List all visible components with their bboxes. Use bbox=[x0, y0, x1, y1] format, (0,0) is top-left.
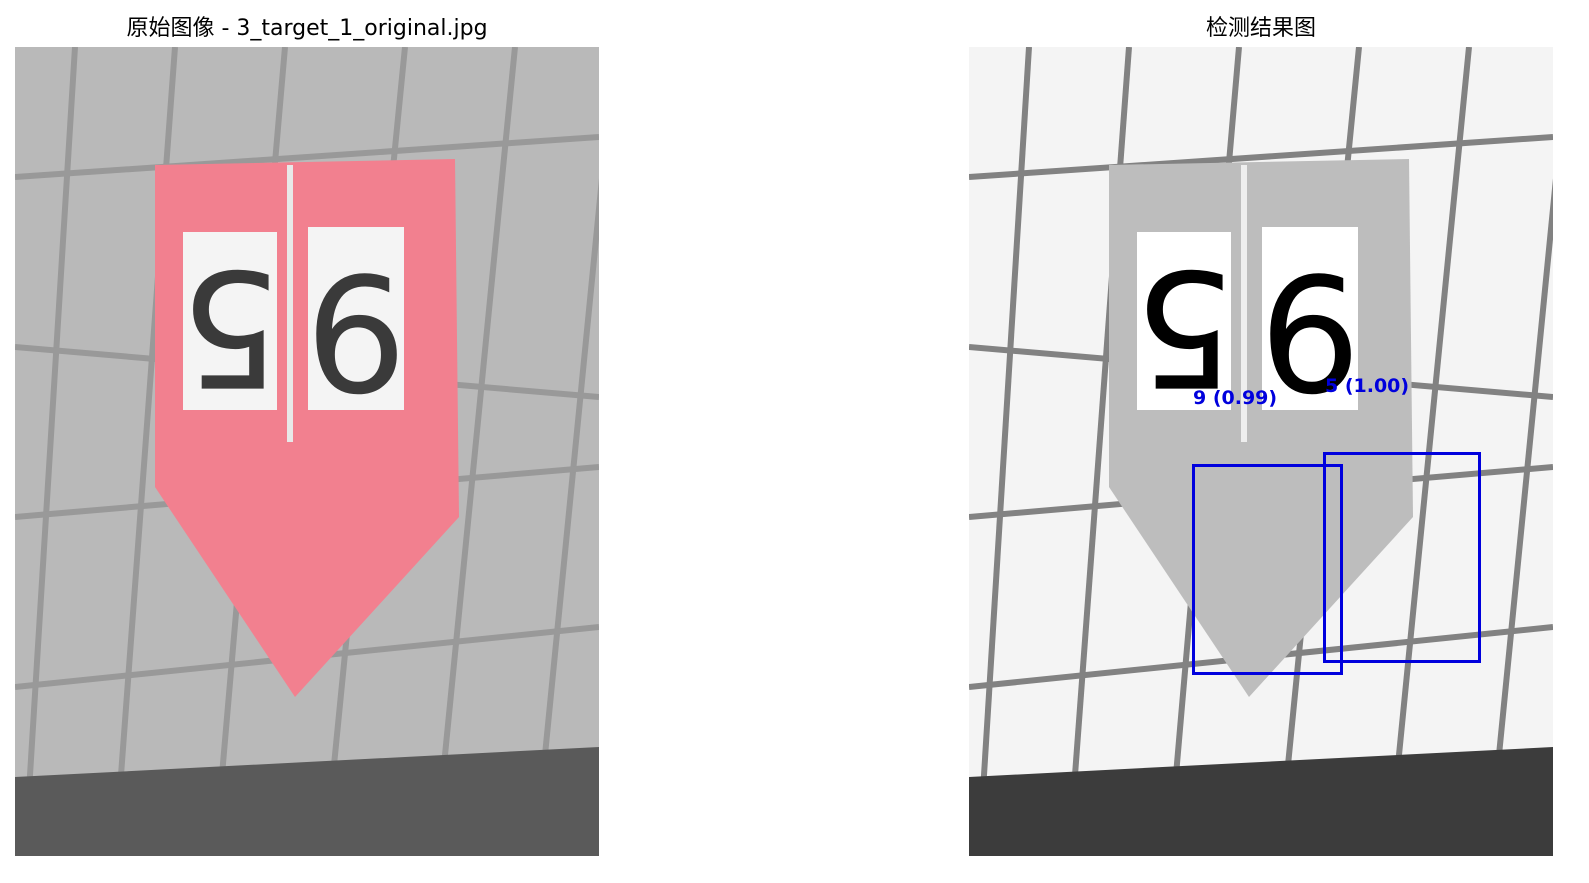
sign-digit-left: 5 bbox=[179, 234, 281, 421]
detection-label-9: 9 (0.99) bbox=[1193, 387, 1278, 409]
detection-sign-digit-right: 6 bbox=[1259, 243, 1361, 430]
original-image: 5 6 bbox=[15, 47, 599, 856]
sign-digit-right: 6 bbox=[305, 243, 407, 430]
left-panel-title: 原始图像 - 3_target_1_original.jpg bbox=[126, 16, 488, 41]
detection-label-5: 5 (1.00) bbox=[1325, 375, 1410, 397]
detection-result-image: 5 6 9 (0.99) 5 (1.00) bbox=[969, 47, 1553, 856]
detection-sign-digit-left: 5 bbox=[1133, 234, 1235, 421]
detection-box-5 bbox=[1323, 452, 1481, 663]
detection-image-canvas: 5 6 bbox=[969, 47, 1553, 856]
detection-box-9 bbox=[1192, 464, 1343, 675]
original-image-canvas: 5 6 bbox=[15, 47, 599, 856]
right-panel-title: 检测结果图 bbox=[1205, 16, 1316, 41]
